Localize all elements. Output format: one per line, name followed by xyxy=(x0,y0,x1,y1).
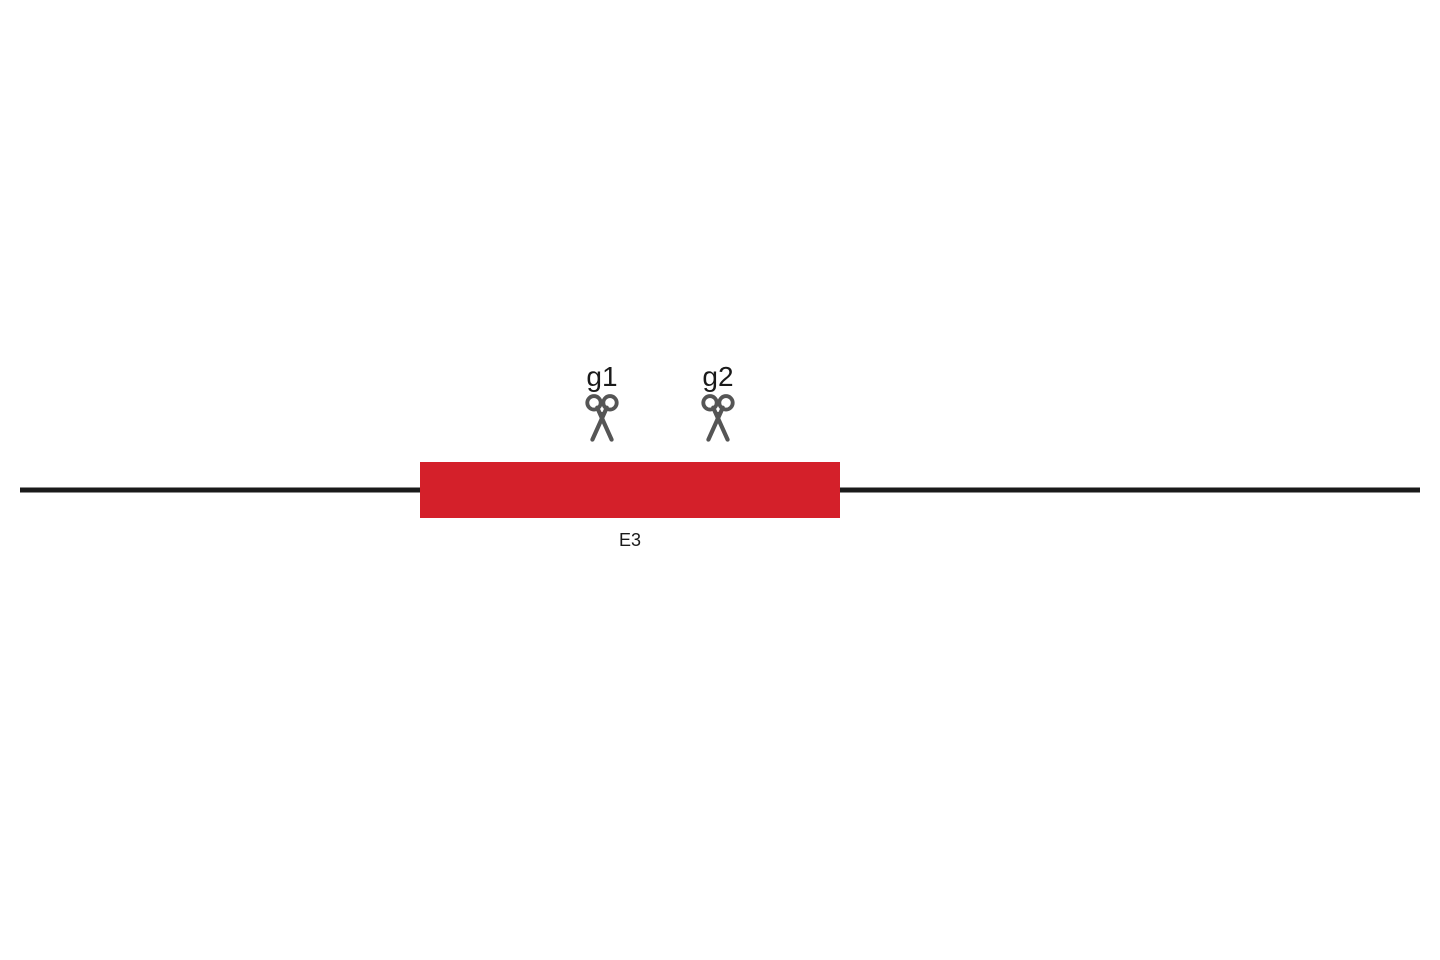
guide-label: g2 xyxy=(702,361,733,392)
exon-label: E3 xyxy=(619,530,641,550)
guide-label: g1 xyxy=(586,361,617,392)
exon-block xyxy=(420,462,840,518)
